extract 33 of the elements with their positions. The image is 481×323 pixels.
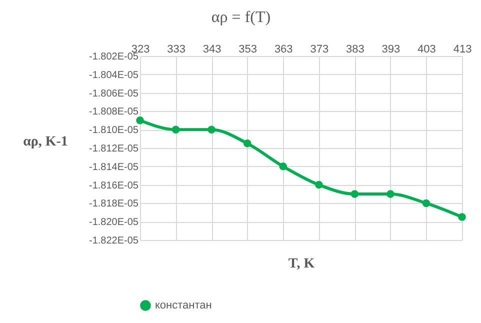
point <box>458 213 466 221</box>
y-tick-label: -1.822E-05 <box>89 236 139 246</box>
point <box>315 180 323 189</box>
y-tick-label: -1.810E-05 <box>89 125 139 136</box>
x-tick-label: 363 <box>274 44 293 56</box>
point <box>136 116 144 124</box>
point <box>422 199 430 208</box>
y-tick-label: -1.816E-05 <box>89 180 139 192</box>
x-tick-label: 343 <box>202 44 222 56</box>
point <box>243 140 252 148</box>
y-tick-label: -1.812E-05 <box>89 144 139 154</box>
legend-label: константан <box>155 300 212 312</box>
point <box>172 126 180 134</box>
y-tick-label: -1.804E-05 <box>89 70 139 81</box>
point <box>350 190 359 198</box>
y-tick-label: -1.806E-05 <box>89 88 139 100</box>
chart-title: αρ = f(T) <box>211 9 271 26</box>
x-tick-label: 353 <box>238 44 258 56</box>
y-tick-label: -1.818E-05 <box>89 198 139 210</box>
point <box>208 126 216 134</box>
x-tick-label: 413 <box>453 44 472 56</box>
point <box>386 190 394 198</box>
y-axis-title: αρ, K-1 <box>23 134 68 150</box>
point <box>279 162 287 170</box>
x-tick-label: 383 <box>346 44 364 56</box>
x-tick-label: 373 <box>310 44 329 56</box>
x-axis-title: T, K <box>288 256 315 272</box>
x-tick-label: 403 <box>418 44 436 56</box>
y-tick-label: -1.820E-05 <box>89 217 139 228</box>
x-tick-label: 393 <box>382 44 400 56</box>
y-tick-label: -1.808E-05 <box>89 106 139 118</box>
y-tick-label: -1.814E-05 <box>89 162 139 173</box>
x-tick-label: 333 <box>167 44 186 56</box>
